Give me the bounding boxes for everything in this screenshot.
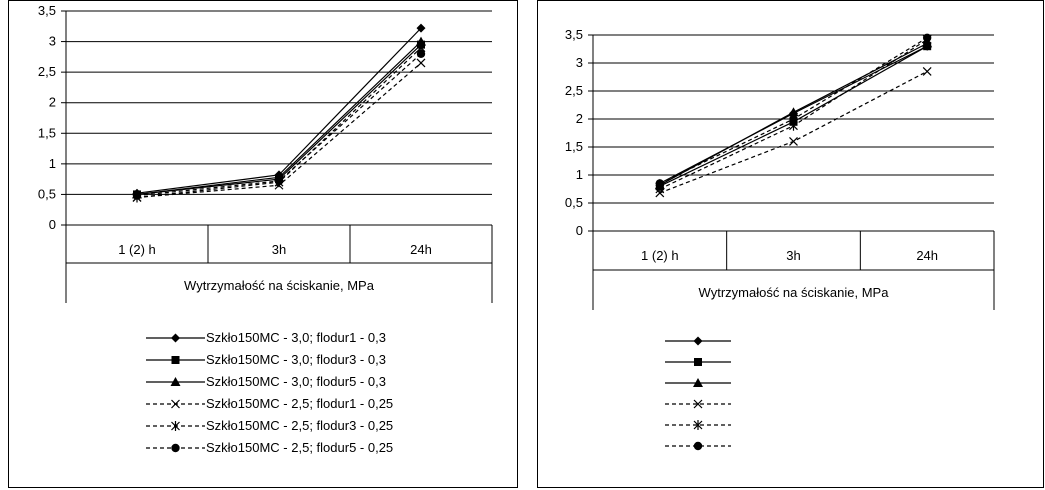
data-point — [922, 33, 932, 42]
y-tick-label: 1,5 — [38, 125, 56, 140]
x-tick-label: 1 (2) h — [641, 248, 679, 263]
legend-entry: Szkło150MC - 3,0; flodur1 - 0,3 — [146, 330, 386, 345]
legend-marker — [693, 336, 703, 346]
legend: Szkło150MC - 3,0; flodur1 - 0,3 Szkło150M… — [146, 330, 393, 455]
series-3 — [654, 38, 933, 190]
y-tick-label: 2,5 — [38, 64, 56, 79]
y-tick-label: 3,5 — [38, 3, 56, 18]
y-tick-label: 2 — [576, 111, 583, 126]
legend-marker — [171, 333, 180, 343]
legend-marker — [693, 399, 703, 409]
data-point — [788, 107, 799, 117]
series-3 — [132, 36, 426, 199]
data-point — [416, 36, 426, 46]
x-tick-label: 3h — [786, 248, 800, 263]
legend-entry — [665, 336, 731, 346]
series-5 — [655, 34, 932, 194]
legend-entry — [665, 441, 731, 451]
legend-marker — [171, 399, 180, 409]
series-6 — [132, 49, 426, 200]
y-tick-label: 3 — [49, 34, 56, 49]
y-tick-label: 0 — [49, 217, 56, 232]
legend-marker — [171, 356, 180, 364]
legend-marker — [694, 358, 702, 366]
data-point — [132, 191, 142, 200]
legend-entry — [665, 420, 731, 430]
legend-marker — [170, 377, 181, 386]
y-tick-label: 3,5 — [565, 27, 583, 42]
y-tick-label: 2,5 — [565, 83, 583, 98]
data-point — [416, 23, 426, 33]
series-line — [136, 27, 422, 194]
legend-marker — [171, 443, 180, 453]
legend-entry: Szkło150MC - 2,5; flodur3 - 0,25 — [146, 418, 393, 433]
x-tick-label: 24h — [916, 248, 938, 263]
legend-marker — [693, 420, 703, 430]
legend-label: Szkło150MC - 2,5; flodur1 - 0,25 — [206, 396, 393, 411]
legend-marker — [693, 441, 703, 451]
series-4 — [655, 66, 932, 198]
chart-right-svg: 0 0,5 1 1,5 2 2,5 3 3,5 1 (2) h 3h 24h Wytrzymałość… — [565, 27, 995, 451]
y-tick-label: 1,5 — [565, 139, 583, 154]
y-tick-label: 0,5 — [565, 195, 583, 210]
legend-entry: Szkło150MC - 2,5; flodur1 - 0,25 — [146, 396, 393, 411]
legend — [665, 336, 731, 451]
legend-entry: Szkło150MC - 3,0; flodur3 - 0,3 — [146, 352, 386, 367]
chart-panel-right: 0 0,5 1 1,5 2 2,5 3 3,5 1 (2) h 3h 24h Wytrzymałość… — [537, 0, 1044, 488]
x-tick-label: 1 (2) h — [118, 242, 156, 257]
y-tick-label: 1 — [576, 167, 583, 182]
chart-panel-left: 0 0,5 1 1,5 2 2,5 3 3,5 1 (2) h 3h 24h Wytrzymałość… — [8, 0, 518, 488]
data-point — [789, 136, 798, 146]
gridlines — [66, 10, 492, 226]
legend-entry: Szkło150MC - 2,5; flodur5 - 0,25 — [146, 440, 393, 455]
legend-label: Szkło150MC - 2,5; flodur3 - 0,25 — [206, 418, 393, 433]
y-tick-label: 2 — [49, 95, 56, 110]
x-axis-label: Wytrzymałość na ściskanie, MPa — [184, 278, 375, 293]
data-point — [922, 66, 932, 76]
legend-entry — [665, 358, 731, 366]
data-point — [416, 49, 426, 58]
chart-left-svg: 0 0,5 1 1,5 2 2,5 3 3,5 1 (2) h 3h 24h Wytrzymałość… — [38, 3, 493, 455]
series-6 — [655, 33, 932, 188]
y-tick-label: 0,5 — [38, 186, 56, 201]
legend-label: Szkło150MC - 3,0; flodur5 - 0,3 — [206, 374, 386, 389]
gridlines — [593, 34, 994, 232]
data-point — [789, 114, 798, 124]
x-tick-label: 3h — [272, 242, 286, 257]
legend-marker — [693, 378, 703, 387]
legend-label: Szkło150MC - 2,5; flodur5 - 0,25 — [206, 440, 393, 455]
data-point — [655, 179, 665, 188]
legend-entry — [665, 378, 731, 387]
data-point — [416, 58, 426, 68]
y-tick-label: 0 — [576, 223, 583, 238]
y-tick-label: 1 — [49, 156, 56, 171]
x-axis-label: Wytrzymałość na ściskanie, MPa — [699, 285, 890, 300]
legend-label: Szkło150MC - 3,0; flodur3 - 0,3 — [206, 352, 386, 367]
legend-entry: Szkło150MC - 3,0; flodur5 - 0,3 — [146, 374, 386, 389]
x-tick-label: 24h — [410, 242, 432, 257]
series-1 — [132, 23, 426, 198]
y-tick-label: 3 — [576, 55, 583, 70]
legend-entry — [665, 399, 731, 409]
data-point — [274, 176, 284, 186]
legend-label: Szkło150MC - 3,0; flodur1 - 0,3 — [206, 330, 386, 345]
legend-marker — [171, 421, 180, 431]
